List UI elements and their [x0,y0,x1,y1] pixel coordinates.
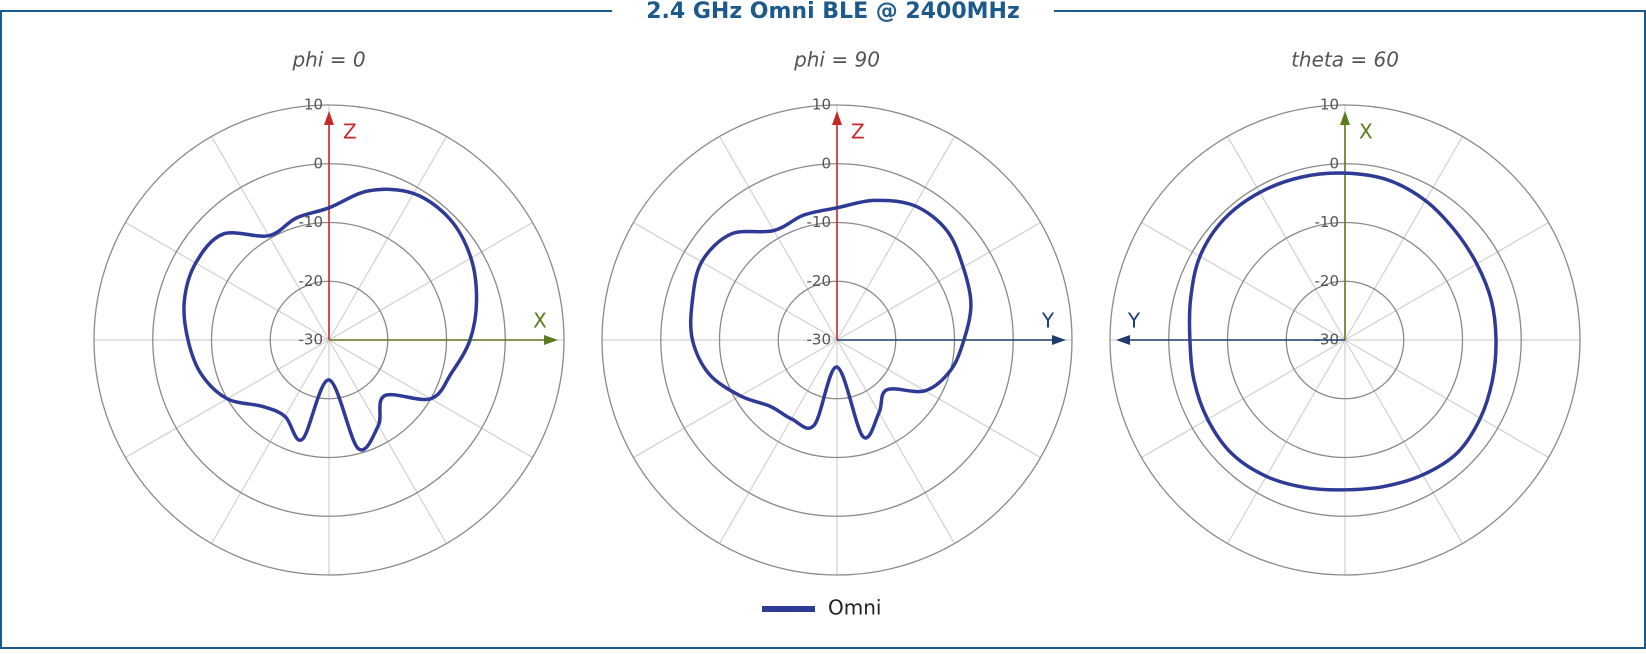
r-tick-label: -10 [299,213,324,231]
axis-label: Y [1041,309,1055,333]
arrow-head [1116,335,1130,345]
arrow-head [832,111,842,125]
r-tick-label: -30 [807,331,832,349]
pattern-curve [688,198,973,440]
pattern-curve [1187,171,1498,492]
subplot-title: phi = 0 [291,48,365,72]
subplot-title: theta = 60 [1291,48,1399,72]
axis-label: X [533,309,547,333]
arrow-head [1052,335,1066,345]
arrow-head [324,111,334,125]
r-tick-label: -10 [1315,213,1340,231]
subplot-title: phi = 90 [793,48,880,72]
axis-label: Z [343,120,357,144]
r-tick-label: 0 [313,154,323,172]
r-tick-label: -10 [807,213,832,231]
pattern-curve [182,187,479,452]
r-tick-label: 0 [1329,154,1339,172]
r-tick-label: 10 [1320,96,1339,114]
r-tick-label: 10 [812,96,831,114]
ring [601,104,1073,576]
arrow-head [1340,111,1350,125]
r-tick-label: -20 [1315,272,1340,290]
ring [93,104,565,576]
axis-label: X [1359,120,1373,144]
figure-title: 2.4 GHz Omni BLE @ 2400MHz [646,0,1020,24]
axis-label: Y [1127,309,1141,333]
arrow-head [544,335,558,345]
r-tick-label: 0 [821,154,831,172]
ring [1109,104,1581,576]
axis-label: Z [851,120,865,144]
title-backdrop [612,0,1054,24]
r-tick-label: -20 [807,272,832,290]
r-tick-label: -30 [299,331,324,349]
r-tick-label: -20 [299,272,324,290]
r-tick-label: 10 [304,96,323,114]
legend-label: Omni [828,596,881,620]
